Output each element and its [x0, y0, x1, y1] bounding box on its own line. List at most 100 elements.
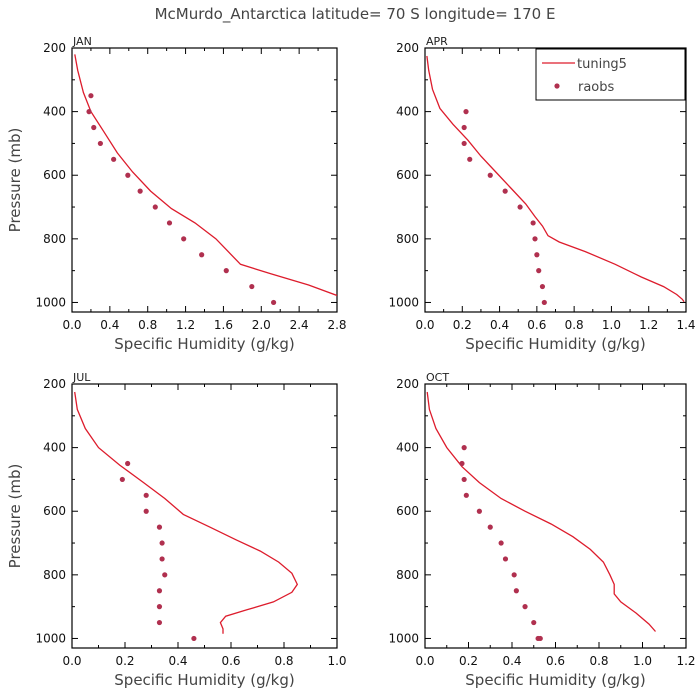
x-tick-label: 0.6: [546, 654, 565, 668]
data-point-raobs: [270, 299, 277, 306]
x-tick-label: 2.4: [290, 318, 309, 332]
x-tick-label: 0.8: [565, 318, 584, 332]
y-tick-label: 200: [396, 41, 419, 55]
data-point-raobs: [513, 588, 519, 594]
x-tick-label: 1.0: [633, 654, 652, 668]
data-point-raobs: [159, 556, 165, 562]
data-point-raobs: [461, 476, 467, 483]
x-tick-label: 0.4: [502, 654, 521, 668]
x-tick-label: 0.8: [589, 654, 608, 668]
x-tick-label: 0.0: [62, 654, 81, 668]
data-point-raobs: [159, 540, 165, 546]
data-point-raobs: [534, 252, 540, 258]
data-point-raobs: [111, 156, 117, 162]
legend-label-raobs: raobs: [578, 80, 615, 95]
panels-group: JAN 0.0 0.4 0.8 1.2 1.6 2.0 2.4 2.8 200 400 600 800 1…: [6, 35, 696, 689]
x-tick-label: 0.8: [274, 654, 293, 668]
x-tick-label: 0.2: [115, 654, 134, 668]
x-tick-label: 1.4: [676, 318, 695, 332]
y-tick-label: 1000: [35, 631, 66, 645]
data-point-raobs: [88, 93, 94, 99]
data-point-raobs: [199, 252, 205, 258]
y-tick-label: 400: [43, 441, 66, 455]
data-point-raobs: [532, 236, 538, 242]
x-tick-label: 1.2: [176, 318, 195, 332]
y-tick-label: 400: [43, 105, 66, 119]
data-point-raobs: [517, 204, 523, 210]
data-point-raobs: [191, 635, 197, 642]
series-line-tuning5: [74, 391, 299, 634]
data-point-raobs: [531, 619, 537, 626]
x-axis-label: Specific Humidity (g/kg): [465, 335, 645, 353]
panel-jan: JAN 0.0 0.4 0.8 1.2 1.6 2.0 2.4 2.8 200 400 600 800 1…: [6, 35, 347, 353]
x-tick-label: 0.8: [138, 318, 157, 332]
data-point-raobs: [535, 635, 541, 642]
legend: tuning5 raobs: [535, 48, 686, 101]
data-point-raobs: [249, 283, 255, 290]
y-tick-label: 200: [43, 377, 66, 391]
panel-apr: APR 0.0 0.2 0.4 0.6 0.8 1.0 1.2 1.4 200 400 600 800 1…: [388, 35, 695, 353]
data-point-raobs: [125, 172, 131, 178]
y-tick-label: 1000: [388, 295, 419, 309]
legend-label-tuning5: tuning5: [577, 57, 627, 72]
y-tick-label: 600: [396, 168, 419, 182]
x-tick-label: 1.2: [639, 318, 658, 332]
data-point-raobs: [502, 188, 508, 194]
data-point-raobs: [125, 460, 131, 467]
x-tick-label: 0.6: [527, 318, 546, 332]
data-point-raobs: [156, 524, 163, 530]
y-tick-label: 600: [43, 168, 66, 182]
data-point-raobs: [156, 604, 163, 610]
data-point-raobs: [97, 140, 103, 147]
panel-title: JUL: [72, 371, 91, 384]
x-tick-label: 0.0: [415, 318, 434, 332]
data-point-raobs: [143, 492, 149, 498]
x-axis-label: Specific Humidity (g/kg): [114, 335, 294, 353]
y-tick-label: 600: [43, 504, 66, 518]
series-line-tuning5: [74, 54, 337, 297]
y-tick-label: 800: [43, 568, 66, 582]
x-tick-label: 0.4: [168, 654, 187, 668]
x-tick-label: 1.0: [327, 654, 346, 668]
x-tick-label: 0.0: [415, 654, 434, 668]
data-point-raobs: [156, 588, 163, 594]
data-point-raobs: [530, 220, 536, 226]
data-point-raobs: [541, 299, 547, 306]
data-point-raobs: [459, 460, 465, 467]
data-point-raobs: [467, 156, 473, 162]
panel-oct: OCT 0.0 0.2 0.4 0.6 0.8 1.0 1.2 200 400 600 800 1000…: [388, 371, 695, 689]
data-point-raobs: [502, 556, 509, 562]
data-point-raobs: [181, 236, 187, 242]
data-point-raobs: [461, 445, 467, 451]
x-axis-label: Specific Humidity (g/kg): [114, 671, 294, 689]
legend-marker-raobs: [554, 83, 560, 89]
x-tick-label: 1.6: [214, 318, 233, 332]
data-point-raobs: [487, 524, 493, 530]
data-point-raobs: [91, 124, 97, 131]
y-tick-label: 800: [43, 232, 66, 246]
panel-title: JAN: [72, 35, 92, 48]
data-point-raobs: [461, 124, 467, 131]
y-tick-label: 400: [396, 441, 419, 455]
x-tick-label: 2.8: [327, 318, 346, 332]
y-tick-label: 400: [396, 105, 419, 119]
data-point-raobs: [162, 572, 168, 578]
x-tick-label: 0.2: [453, 318, 472, 332]
y-tick-label: 200: [43, 41, 66, 55]
data-point-raobs: [119, 476, 125, 483]
x-tick-label: 2.0: [252, 318, 271, 332]
x-tick-label: 0.6: [221, 654, 240, 668]
x-tick-label: 0.4: [100, 318, 119, 332]
data-point-raobs: [137, 188, 143, 194]
y-axis-label: Pressure (mb): [6, 464, 24, 569]
x-tick-label: 0.0: [62, 318, 81, 332]
legend-box: [535, 48, 686, 101]
data-point-raobs: [152, 204, 158, 210]
y-axis-label: Pressure (mb): [6, 128, 24, 233]
y-tick-label: 800: [396, 232, 419, 246]
y-tick-label: 1000: [388, 631, 419, 645]
y-tick-label: 600: [396, 504, 419, 518]
data-point-raobs: [487, 172, 493, 178]
x-tick-label: 0.2: [459, 654, 478, 668]
